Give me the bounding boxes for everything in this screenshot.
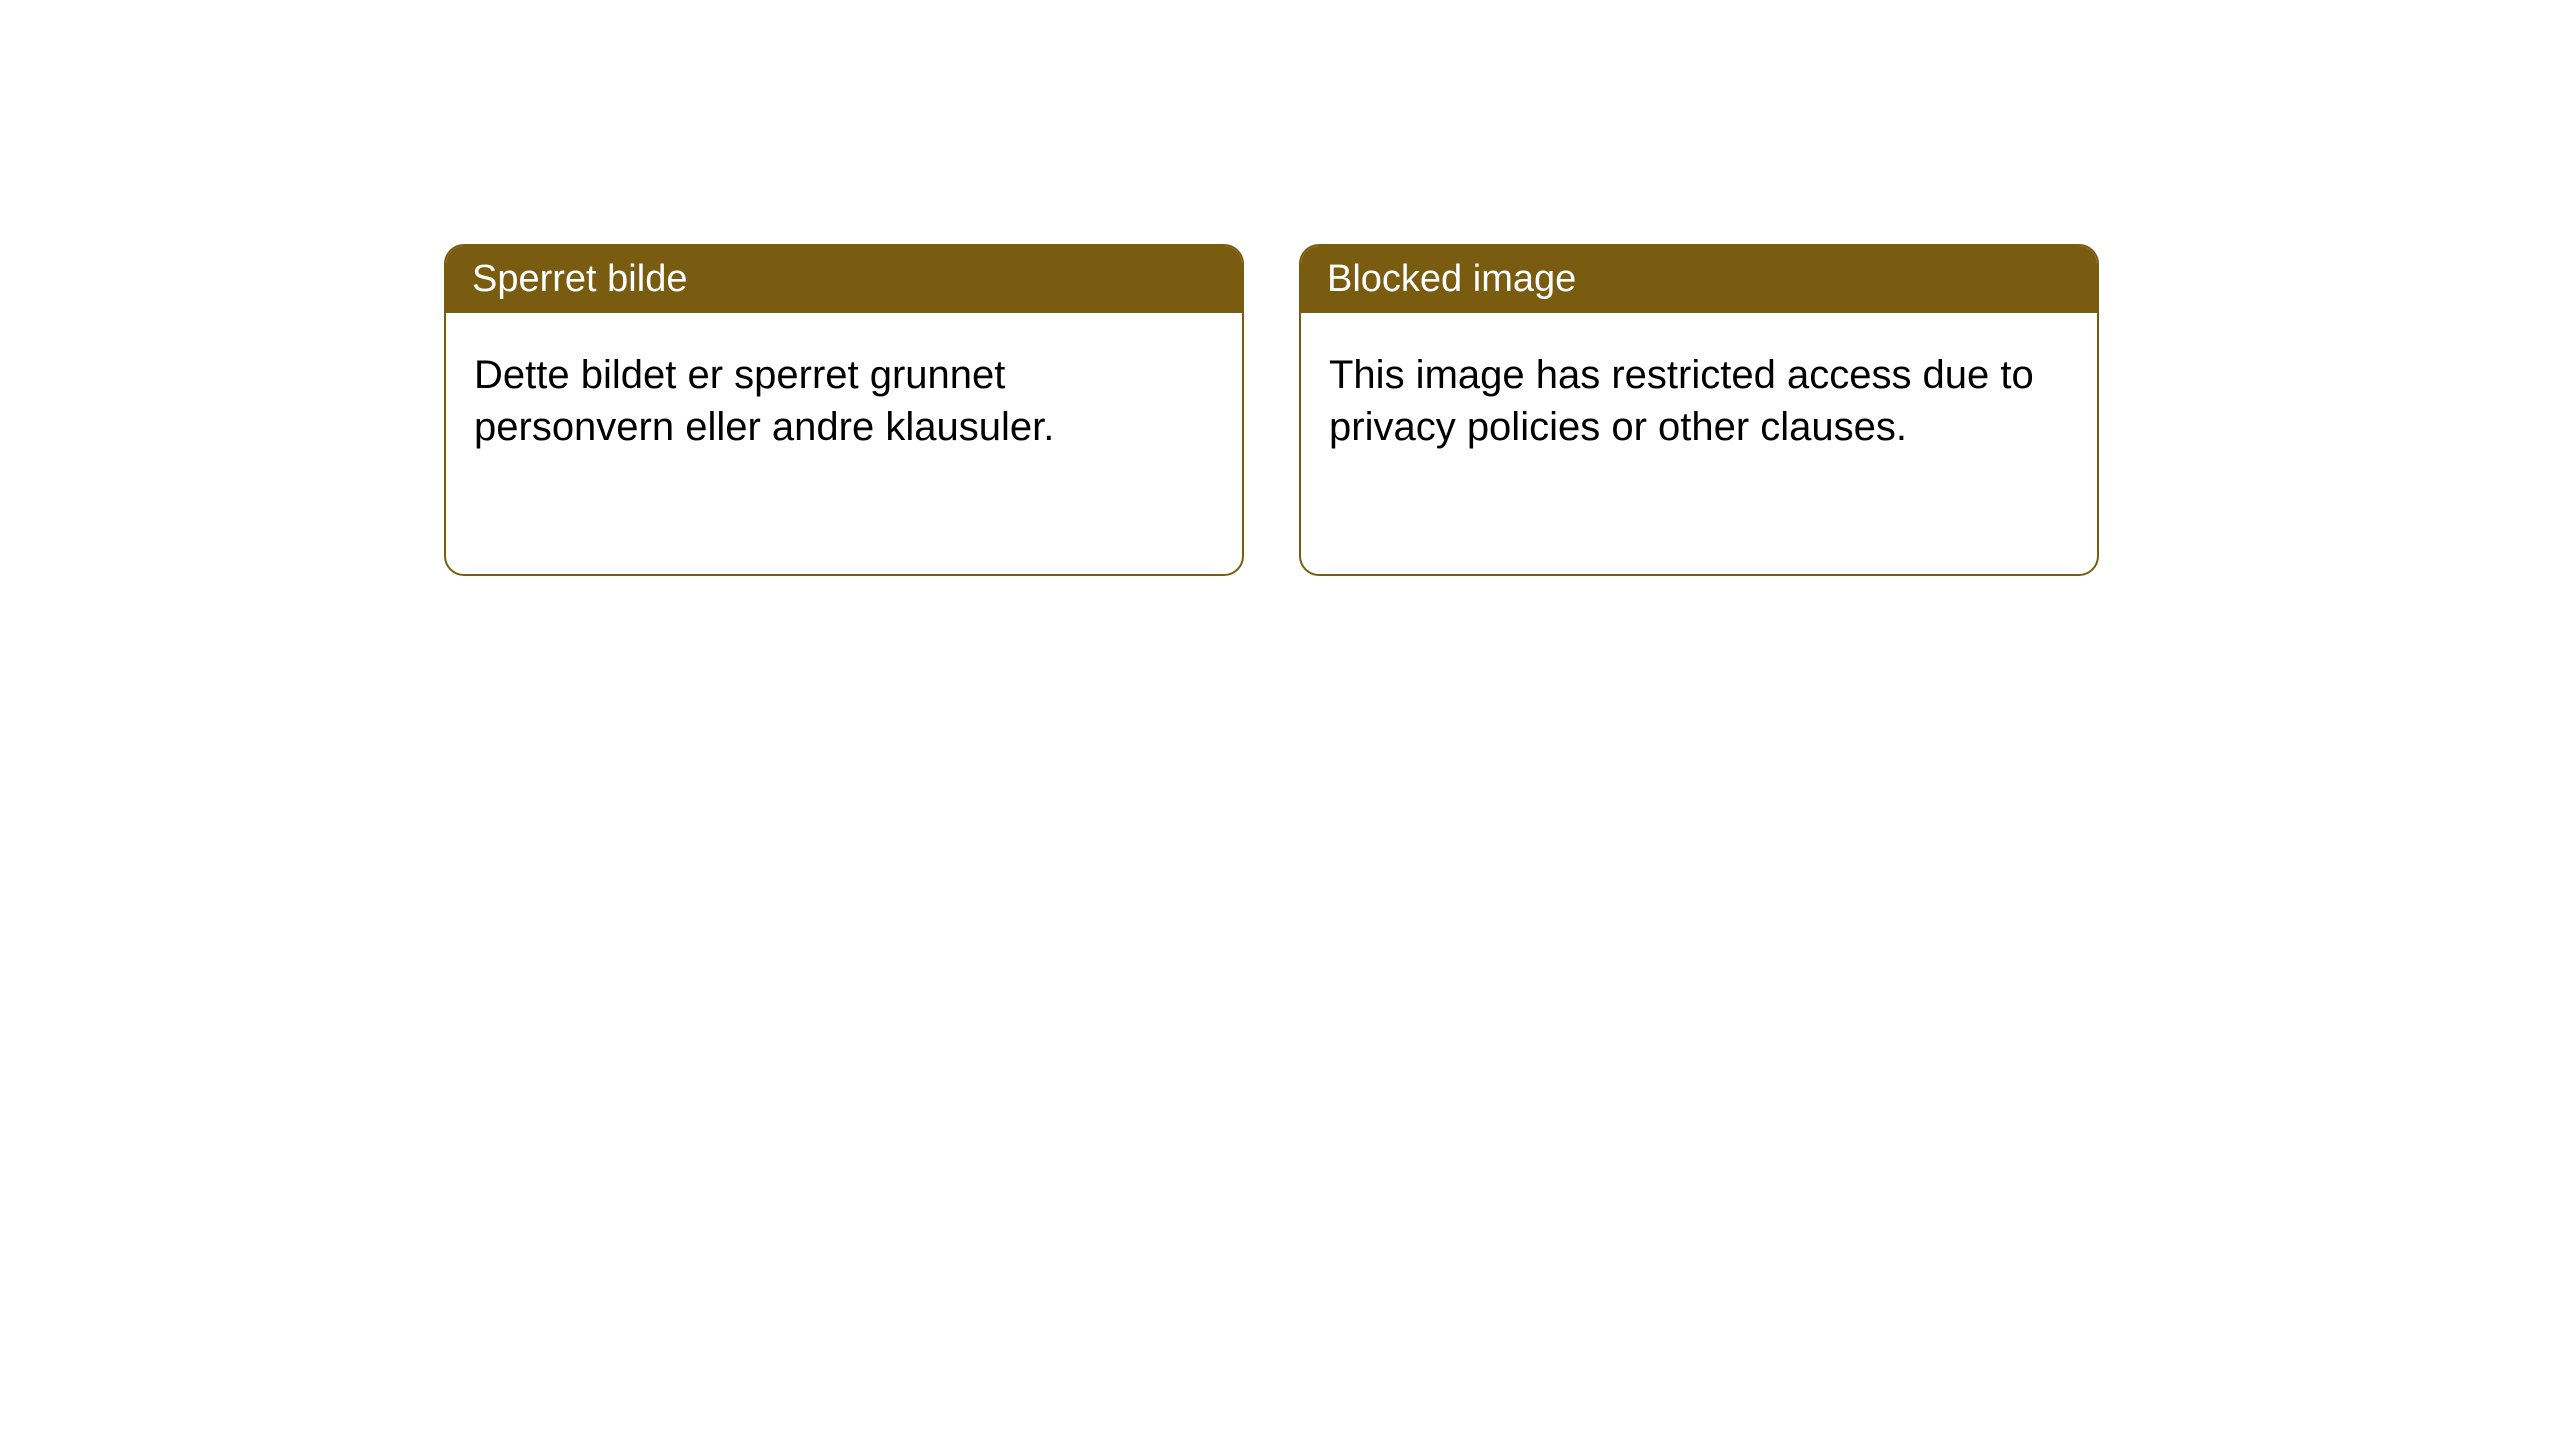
card-header: Sperret bilde [446,246,1242,313]
notice-card-norwegian: Sperret bilde Dette bildet er sperret gr… [444,244,1244,576]
card-message: This image has restricted access due to … [1329,353,2034,449]
card-body: This image has restricted access due to … [1301,313,2097,489]
card-title: Blocked image [1327,258,1576,300]
notice-card-english: Blocked image This image has restricted … [1299,244,2099,576]
card-header: Blocked image [1301,246,2097,313]
card-title: Sperret bilde [472,258,687,300]
card-body: Dette bildet er sperret grunnet personve… [446,313,1242,489]
card-message: Dette bildet er sperret grunnet personve… [474,353,1054,449]
notice-container: Sperret bilde Dette bildet er sperret gr… [0,0,2560,576]
